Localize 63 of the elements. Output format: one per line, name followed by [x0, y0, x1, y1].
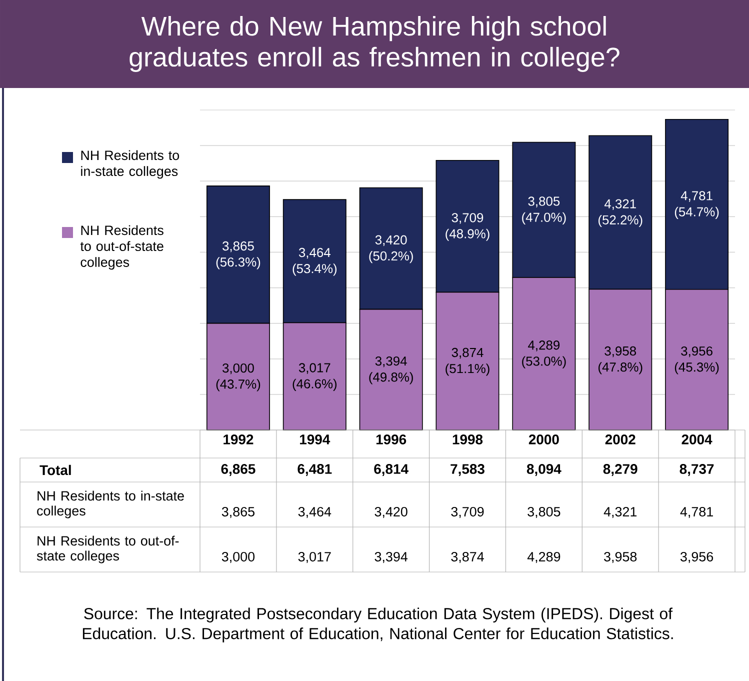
data-label: 3,017: [298, 552, 331, 564]
data-label: 3,874: [451, 552, 484, 564]
total-label: 7,583: [450, 464, 484, 476]
total-label: 6,865: [221, 464, 256, 476]
annotation: (51.1%): [446, 364, 490, 376]
text: 4,781: [680, 191, 712, 202]
total-label: 6,481: [298, 464, 332, 476]
x-tick-label: 1994: [300, 434, 330, 444]
x-tick-label: 1992: [224, 434, 254, 444]
total-label: 8,279: [603, 464, 638, 476]
text: 3,017: [298, 363, 330, 374]
annotation: (53.4%): [292, 264, 337, 276]
text: Total: [40, 464, 71, 476]
annotation: (46.6%): [292, 378, 337, 391]
text: 3,874: [452, 348, 484, 359]
text: 3,865: [222, 241, 254, 252]
text: 3,464: [298, 248, 330, 259]
text: NH Residents to in-state colleges: [81, 150, 180, 179]
data-label: 3,956: [680, 552, 714, 564]
text: 3,420: [375, 235, 407, 246]
chart-title: Where do New Hampshire high school graduates enroll as freshmen in college?: [130, 16, 620, 72]
annotation: (53.0%): [522, 356, 566, 368]
text: 3,000: [222, 363, 254, 374]
x-tick-label: 1998: [452, 434, 483, 444]
text: 3,805: [528, 196, 560, 208]
annotation: (52.2%): [598, 214, 642, 228]
annotation: (54.7%): [674, 206, 719, 219]
data-label: 3,420: [374, 506, 408, 518]
data-label: 3,865: [222, 506, 254, 518]
legend-label: NH Residents to out-of-state colleges: [80, 225, 164, 270]
text: 3,394: [375, 356, 407, 368]
total-label: 8,737: [680, 464, 714, 476]
annotation: (56.3%): [216, 257, 260, 270]
text: 3,958: [604, 346, 636, 358]
text: 4,321: [604, 199, 636, 210]
data-label: 3,394: [374, 552, 408, 564]
data-label: 4,781: [680, 506, 713, 518]
annotation: (50.2%): [369, 251, 413, 264]
annotation: (45.3%): [674, 362, 719, 374]
text: 4,289: [528, 340, 560, 352]
data-label: 3,000: [222, 552, 255, 564]
data-label: 4,289: [527, 552, 560, 564]
annotation: (49.8%): [369, 372, 413, 384]
data-label: 3,805: [528, 506, 560, 518]
annotation: (47.0%): [522, 212, 566, 224]
total-label: 8,094: [526, 464, 562, 476]
text: 3,956: [681, 346, 712, 358]
annotation: (47.8%): [598, 362, 642, 374]
x-tick-label: 2004: [682, 434, 712, 444]
data-label: 3,709: [451, 506, 484, 518]
x-tick-label: 2002: [605, 434, 636, 444]
data-label: 3,958: [604, 552, 637, 564]
data-label: 3,464: [298, 506, 332, 518]
text: NH Residents to in-state colleges: [37, 490, 184, 518]
x-tick-label: 1996: [376, 434, 406, 444]
annotation: (48.9%): [446, 228, 490, 241]
x-tick-label: 2000: [528, 434, 559, 444]
text: NH Residents to out-of-state colleges: [36, 536, 179, 564]
text: 3,709: [452, 213, 484, 224]
annotation: (43.7%): [216, 379, 260, 392]
total-label: 6,814: [374, 464, 408, 476]
source-note: Source: The Integrated Postsecondary Education Data System (IPEDS). Digest of Education. U.S. Department of Education, National Center for Education Statistics.: [82, 608, 673, 642]
data-label: 4,321: [604, 506, 637, 518]
